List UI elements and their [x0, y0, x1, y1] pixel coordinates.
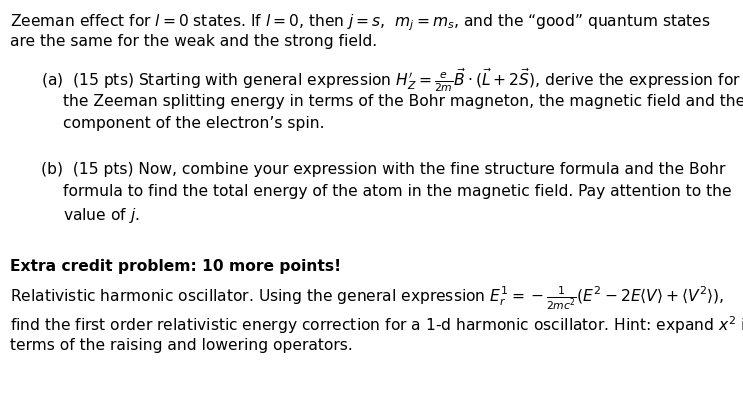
Text: terms of the raising and lowering operators.: terms of the raising and lowering operat… [10, 338, 352, 353]
Text: Relativistic harmonic oscillator. Using the general expression $E^1_r = -\frac{1: Relativistic harmonic oscillator. Using … [10, 284, 724, 312]
Text: find the first order relativistic energy correction for a 1-d harmonic oscillato: find the first order relativistic energy… [10, 314, 743, 336]
Text: value of $j$.: value of $j$. [63, 206, 140, 225]
Text: Extra credit problem: 10 more points!: Extra credit problem: 10 more points! [10, 259, 341, 274]
Text: the Zeeman splitting energy in terms of the Bohr magneton, the magnetic field an: the Zeeman splitting energy in terms of … [63, 94, 743, 109]
Text: are the same for the weak and the strong field.: are the same for the weak and the strong… [10, 34, 377, 49]
Text: Zeeman effect for $l = 0$ states. If $l = 0$, then $j = s$,  $m_j = m_s$, and th: Zeeman effect for $l = 0$ states. If $l … [10, 12, 710, 33]
Text: component of the electron’s spin.: component of the electron’s spin. [63, 116, 325, 131]
Text: formula to find the total energy of the atom in the magnetic field. Pay attentio: formula to find the total energy of the … [63, 184, 732, 199]
Text: (a)  (15 pts) Starting with general expression $H^{\prime}_Z = \frac{e}{2m}\vec{: (a) (15 pts) Starting with general expre… [41, 67, 741, 95]
Text: (b)  (15 pts) Now, combine your expression with the fine structure formula and t: (b) (15 pts) Now, combine your expressio… [41, 162, 725, 177]
